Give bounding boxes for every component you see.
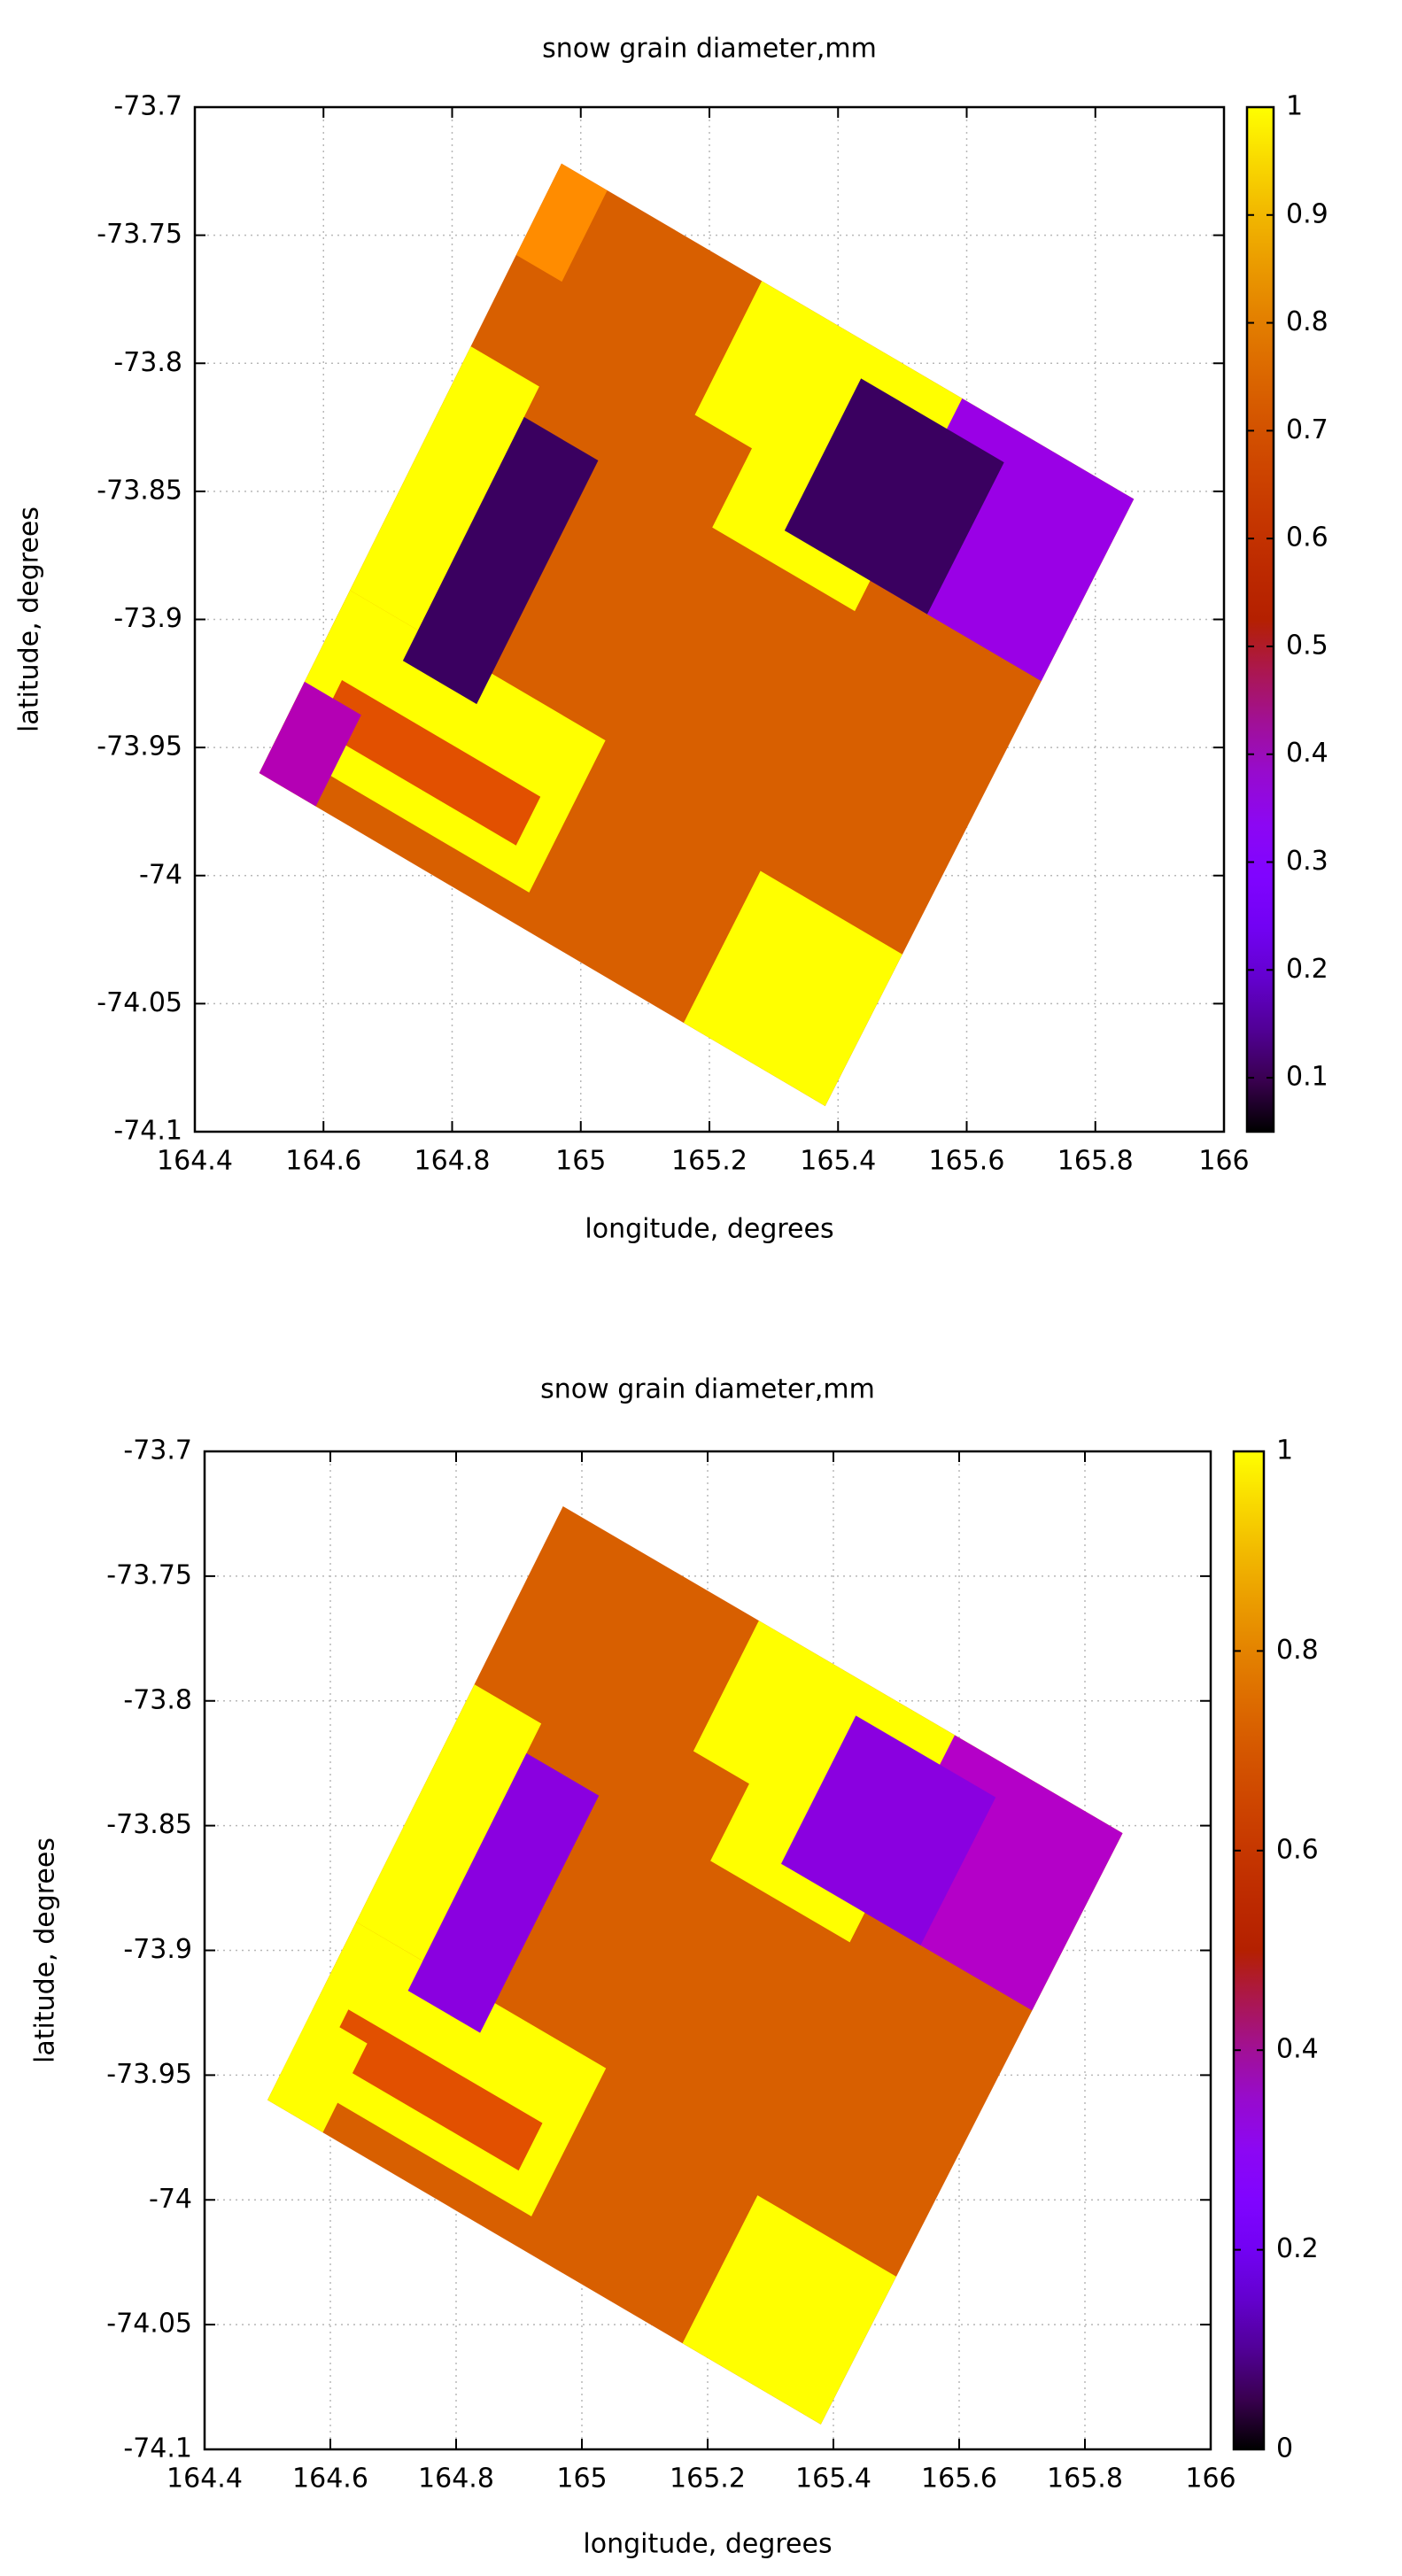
y-tick-label: -73.95 xyxy=(106,2059,192,2090)
y-tick-label: -73.75 xyxy=(97,219,182,250)
colorbar-tick-label: 0.2 xyxy=(1286,954,1328,985)
colorbar-tick-label: 0.6 xyxy=(1286,522,1328,553)
colorbar-tick-label: 0.7 xyxy=(1286,414,1328,445)
x-axis-label: longitude, degrees xyxy=(583,2529,832,2560)
raster-region xyxy=(407,1752,600,2033)
x-tick-label: 166 xyxy=(1198,1146,1249,1177)
y-tick-label: -73.8 xyxy=(113,347,182,378)
chart-title: snow grain diameter,mm xyxy=(542,34,877,65)
y-tick-label: -73.7 xyxy=(123,1435,192,1466)
y-tick-label: -74 xyxy=(149,2184,192,2215)
colorbar-frame xyxy=(1245,105,1275,1133)
raster-region xyxy=(324,2009,543,2171)
x-tick-label: 165.8 xyxy=(1057,1146,1134,1177)
y-tick-label: -74.1 xyxy=(123,2433,192,2464)
colorbar xyxy=(1234,1451,1264,2449)
colorbar-tick-label: 0.2 xyxy=(1276,2233,1319,2264)
raster-region xyxy=(259,681,361,807)
raster-region xyxy=(780,1715,996,1946)
x-tick-label: 165.6 xyxy=(929,1146,1005,1177)
colorbar-tick-label: 1 xyxy=(1286,91,1303,122)
chart: snow grain diameter,mm longitude, degrees… xyxy=(14,34,1328,1245)
x-tick-label: 165.8 xyxy=(1047,2464,1123,2495)
x-tick-label: 165.6 xyxy=(921,2464,997,2495)
colorbar-tick-label: 0.1 xyxy=(1286,1062,1328,1093)
x-tick-label: 165.4 xyxy=(800,1146,876,1177)
x-tick-label: 164.8 xyxy=(418,2464,494,2495)
y-tick-label: -74.05 xyxy=(97,987,182,1018)
colorbar xyxy=(1247,107,1274,1132)
colorbar-tick-label: 0.6 xyxy=(1276,1834,1319,1865)
x-tick-label: 165.2 xyxy=(671,1146,747,1177)
y-tick-label: -74.1 xyxy=(113,1116,182,1147)
raster-region xyxy=(350,346,539,630)
raster-region xyxy=(402,416,599,705)
y-tick-label: -74 xyxy=(139,859,182,890)
y-tick-label: -74.05 xyxy=(106,2309,192,2340)
raster-detail xyxy=(259,163,1135,1107)
raster-region xyxy=(356,1684,542,1961)
x-tick-label: 164.8 xyxy=(414,1146,491,1177)
x-tick-label: 165.2 xyxy=(670,2464,746,2495)
y-tick-label: -73.9 xyxy=(123,1934,192,1965)
raster-region xyxy=(784,378,1004,615)
x-tick-label: 164.4 xyxy=(167,2464,243,2495)
y-tick-label: -73.85 xyxy=(106,1809,192,1840)
x-tick-label: 166 xyxy=(1185,2464,1235,2495)
x-tick-label: 165 xyxy=(555,1146,606,1177)
colorbar-tick-label: 0.4 xyxy=(1286,738,1328,769)
y-axis-label: latitude, degrees xyxy=(14,507,45,732)
x-tick-label: 165.4 xyxy=(795,2464,871,2495)
colorbar-tick-label: 0.3 xyxy=(1286,846,1328,877)
x-tick-label: 165 xyxy=(556,2464,607,2495)
colorbar-tick-label: 0.4 xyxy=(1276,2034,1319,2065)
colorbar-tick-label: 0.8 xyxy=(1286,306,1328,337)
y-axis-label: latitude, degrees xyxy=(30,1837,61,2063)
chart-title: snow grain diameter,mm xyxy=(540,1374,875,1405)
y-tick-label: -73.95 xyxy=(97,731,182,762)
y-tick-label: -73.9 xyxy=(113,603,182,634)
raster-region xyxy=(682,2195,896,2425)
colorbar-tick-label: 0.5 xyxy=(1286,630,1328,661)
y-tick-label: -73.8 xyxy=(123,1684,192,1715)
y-tick-label: -73.85 xyxy=(97,475,182,506)
colorbar-frame xyxy=(1232,1450,1266,2451)
y-tick-label: -73.7 xyxy=(113,91,182,122)
x-tick-label: 164.4 xyxy=(157,1146,233,1177)
colorbar-tick-label: 0.9 xyxy=(1286,198,1328,229)
raster-region xyxy=(317,679,541,846)
y-tick-label: -73.75 xyxy=(106,1559,192,1590)
plot-frame xyxy=(193,105,1226,1133)
raster-region xyxy=(515,163,608,282)
raster-detail xyxy=(267,1621,1123,2425)
chart: snow grain diameter,mm longitude, degrees… xyxy=(30,1374,1319,2560)
colorbar-tick-label: 1 xyxy=(1276,1435,1293,1466)
x-tick-label: 164.6 xyxy=(292,2464,368,2495)
plot-frame xyxy=(203,1450,1212,2451)
colorbar-tick-label: 0 xyxy=(1276,2433,1293,2464)
raster-region xyxy=(683,870,902,1107)
x-tick-label: 164.6 xyxy=(285,1146,361,1177)
raster-region xyxy=(267,2010,368,2133)
colorbar-tick-label: 0.8 xyxy=(1276,1635,1319,1666)
x-axis-label: longitude, degrees xyxy=(585,1214,833,1245)
